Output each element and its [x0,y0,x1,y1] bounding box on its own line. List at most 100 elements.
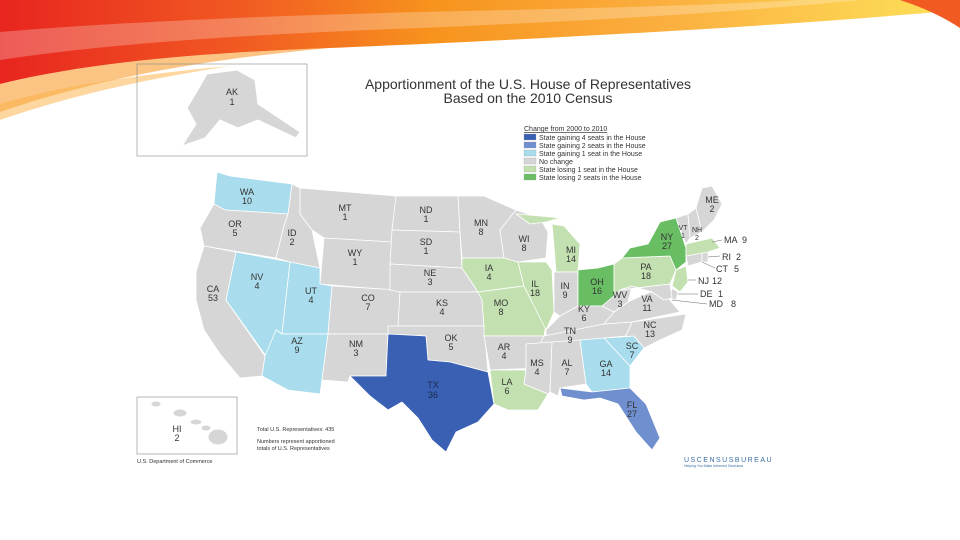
legend-swatch-gain2 [523,141,537,149]
state-seats-LA: 6 [504,386,509,396]
state-seats-NC: 13 [645,329,655,339]
state-MD [619,283,673,301]
state-FL [559,387,661,451]
hawaii-inset-frame [136,396,238,455]
state-abbr-OR: OR [228,219,242,229]
leader-line-CT [701,261,716,269]
state-seats-MO: 8 [498,307,503,317]
state-abbr-GA: GA [599,359,612,369]
northeast-callouts: MA 9 RI 2 CT 5 NJ 12 DE 1 MD 8 [671,235,747,309]
state-seats-ME: 2 [709,204,714,214]
state-abbr-KS: KS [436,298,448,308]
state-abbr-IN: IN [561,281,570,291]
state-seats-NV: 4 [254,281,259,291]
state-NJ [671,265,689,293]
state-abbr-AR: AR [498,342,511,352]
state-seats-CA: 53 [208,293,218,303]
state-seats-DE: 1 [718,289,723,299]
state-seats-MN: 8 [478,227,483,237]
legend-heading: Change from 2000 to 2010 [524,126,607,133]
state-seats-TX: 36 [428,390,438,400]
state-abbr-NE: NE [424,268,437,278]
census-bureau-tagline: Helping You Make Informed Decisions [684,464,743,468]
state-abbr-AK: AK [226,87,238,97]
state-abbr-AZ: AZ [291,336,303,346]
state-abbr-MI: MI [566,245,576,255]
hawaii-island-1 [150,400,162,408]
state-abbr-NJ: NJ [698,276,709,286]
state-NY [621,217,687,271]
state-seats-OH: 16 [592,286,602,296]
state-abbr-KY: KY [578,304,590,314]
state-abbr-WA: WA [240,187,254,197]
state-seats-NH: 2 [695,235,699,242]
state-abbr-MD: MD [709,299,723,309]
leader-line-MA [711,239,723,243]
state-HI [150,400,229,446]
state-abbr-TX: TX [427,380,439,390]
department-credit: U.S. Department of Commerce [137,459,213,465]
state-seats-WY: 1 [352,257,357,267]
state-abbr-MS: MS [530,358,544,368]
state-seats-MS: 4 [534,367,539,377]
state-abbr-HI: HI [173,424,182,434]
state-abbr-ND: ND [420,205,433,215]
state-seats-NM: 3 [353,348,358,358]
state-abbr-MN: MN [474,218,488,228]
state-seats-AL: 7 [564,367,569,377]
state-abbr-MA: MA [724,235,738,245]
state-seats-VT: 1 [681,233,685,240]
decorative-banner [0,0,960,120]
hawaii-island-5 [207,428,229,446]
state-RI [701,251,709,263]
state-seats-WV: 3 [617,299,622,309]
state-abbr-MO: MO [494,298,509,308]
state-seats-SC: 7 [629,350,634,360]
total-representatives-note: Total U.S. Representatives: 435 [257,427,334,433]
state-abbr-CA: CA [207,284,220,294]
alaska-inset-frame [136,63,308,157]
state-seats-NY: 27 [662,241,672,251]
banner-stripe-1 [0,0,860,60]
state-seats-NE: 3 [427,277,432,287]
state-MA [685,237,721,257]
map-title-line2: Based on the 2010 Census [444,90,613,106]
state-abbr-CT: CT [716,264,728,274]
state-abbr-PA: PA [640,262,651,272]
state-ME [695,185,723,233]
state-seats-VA: 11 [642,303,651,313]
state-seats-MT: 1 [342,212,347,222]
state-abbr-DE: DE [700,289,713,299]
banner-right-flare [900,0,960,28]
state-seats-WI: 8 [521,243,526,253]
state-abbr-LA: LA [501,377,512,387]
legend-label-nochange: No change [539,159,573,166]
state-seats-KS: 4 [439,307,444,317]
state-seats-GA: 14 [601,368,611,378]
hawaii-island-3 [189,418,203,426]
state-abbr-NV: NV [251,272,264,282]
numbers-note-line1: Numbers represent apportioned [257,439,335,445]
state-AK [180,69,301,147]
state-abbr-NM: NM [349,339,363,349]
state-abbr-CO: CO [361,293,375,303]
legend-label-gain1: State gaining 1 seat in the House [539,151,642,158]
state-abbr-OK: OK [444,333,457,343]
legend-label-gain2: State gaining 2 seats in the House [539,143,646,150]
state-abbr-VT: VT [679,225,689,232]
state-labels: WA 10 OR 5 CA 53 NV 4 ID 2 MT 1 WY 1 UT … [207,187,719,419]
banner-band [0,0,960,84]
state-IL [517,261,555,331]
state-seats-RI: 2 [736,252,741,262]
contiguous-states [195,171,723,453]
state-abbr-TN: TN [564,326,576,336]
state-abbr-IL: IL [531,279,539,289]
census-bureau-logo-text: USCENSUSBUREAU [684,457,773,464]
state-seats-SD: 1 [423,246,428,256]
state-seats-PA: 18 [641,271,651,281]
state-abbr-WI: WI [519,234,530,244]
legend-swatch-lose2 [523,173,537,181]
state-seats-ND: 1 [423,214,428,224]
state-abbr-OH: OH [590,277,604,287]
